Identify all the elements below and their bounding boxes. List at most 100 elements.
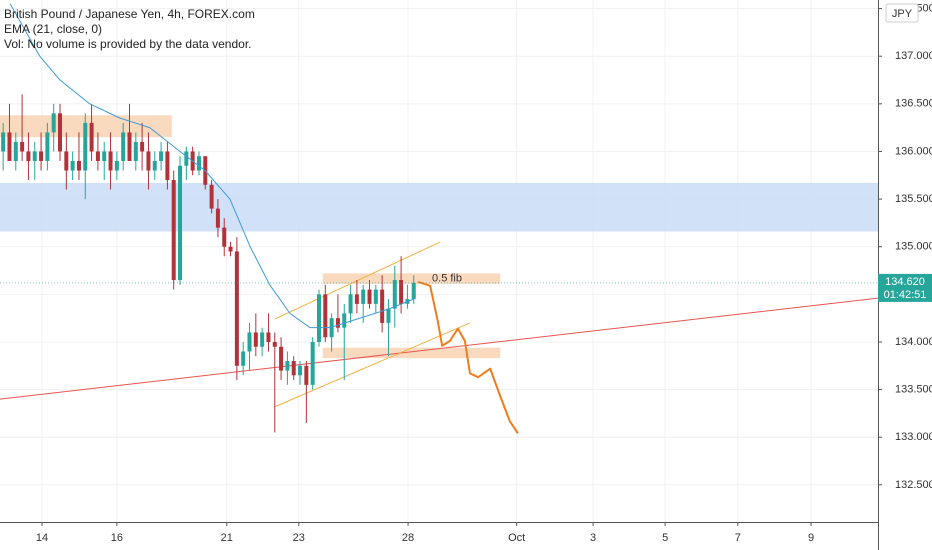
last-price-tag: [878, 273, 932, 302]
candle-body: [76, 160, 81, 171]
x-tick-label: 23: [293, 532, 305, 544]
candle-body: [316, 294, 321, 342]
candle-body: [26, 151, 31, 161]
y-tick-label: 132.500: [895, 479, 932, 491]
currency-badge[interactable]: [885, 3, 919, 23]
candle-body: [228, 246, 233, 252]
x-tick-label: 14: [36, 532, 48, 544]
candle-body: [222, 227, 227, 247]
last-price-label: 134.620: [885, 276, 925, 288]
candle-body: [392, 280, 397, 309]
candle-body: [152, 160, 157, 171]
candle-body: [20, 141, 25, 152]
ema-line: [9, 3, 414, 329]
volume-note: Vol: No volume is provided by the data v…: [4, 37, 251, 51]
candle-body: [386, 308, 391, 323]
candle-body: [209, 184, 214, 209]
trend-line: [274, 322, 471, 408]
y-tick-label: 133.000: [895, 431, 932, 443]
candle-body: [13, 141, 18, 161]
zone: [0, 182, 878, 232]
candle-body: [89, 122, 94, 152]
candle-body: [234, 251, 239, 366]
candle-body: [298, 365, 303, 376]
candle-body: [114, 160, 119, 171]
y-tick-label: 136.000: [895, 145, 932, 157]
candle-body: [1, 132, 6, 152]
x-tick-label: Oct: [508, 532, 525, 544]
plot-area: 0.5 fib: [0, 0, 879, 522]
candle-body: [399, 280, 404, 304]
candle-body: [95, 151, 100, 161]
candle-body: [354, 294, 359, 304]
candle-body: [83, 122, 88, 171]
candle-body: [342, 313, 347, 328]
y-tick-label: 137.000: [895, 50, 932, 62]
candle-body: [32, 151, 37, 161]
candle-body: [127, 132, 132, 161]
candle-body: [121, 132, 126, 161]
candle-body: [260, 332, 265, 347]
candle-body: [215, 208, 220, 228]
indicator-legend: EMA (21, close, 0): [4, 22, 102, 36]
candle-body: [165, 151, 170, 181]
currency[interactable]: JPY: [892, 8, 913, 20]
x-tick-label: 28: [402, 532, 414, 544]
x-tick-label: 7: [735, 532, 741, 544]
x-tick-label: 3: [590, 532, 596, 544]
y-tick-label: 133.500: [895, 384, 932, 396]
y-tick-label: 135.500: [895, 193, 932, 205]
candle-body: [253, 332, 258, 347]
countdown: 01:42:51: [884, 289, 927, 301]
candle-body: [133, 141, 138, 161]
candle-body: [146, 151, 151, 171]
zone: [322, 273, 501, 284]
candle-body: [196, 156, 201, 171]
candle-body: [7, 132, 12, 161]
y-tick-label: 136.500: [895, 98, 932, 110]
candle-body: [241, 351, 246, 366]
candle-body: [45, 132, 50, 161]
candle-body: [367, 289, 372, 304]
candle-body: [323, 294, 328, 338]
y-tick-label: 134.000: [895, 336, 932, 348]
zone: [322, 347, 501, 359]
candle-body: [348, 294, 353, 314]
candle-body: [329, 318, 334, 338]
candle-body: [39, 151, 44, 161]
x-tick-label: 16: [111, 532, 123, 544]
candle-body: [335, 318, 340, 328]
candle-body: [361, 289, 366, 304]
candle-body: [108, 151, 113, 171]
projection-path: [417, 281, 519, 434]
symbol-title: British Pound / Japanese Yen, 4h, FOREX.…: [4, 7, 255, 21]
candle-body: [304, 365, 309, 385]
candle-body: [310, 341, 315, 385]
candle-body: [140, 141, 145, 152]
candle-body: [102, 151, 107, 161]
x-tick-label: 21: [221, 532, 233, 544]
candle-body: [171, 180, 176, 281]
candle-body: [64, 151, 69, 171]
candle-body: [58, 113, 63, 152]
candle-body: [272, 341, 277, 347]
candle-body: [70, 160, 75, 171]
candle-body: [373, 289, 378, 304]
candle-body: [159, 151, 164, 161]
candle-body: [247, 332, 252, 352]
candle-body: [279, 346, 284, 371]
y-tick-label: 135.000: [895, 241, 932, 253]
candle-body: [266, 332, 271, 342]
trend-line: [0, 297, 879, 400]
zone-label: 0.5 fib: [432, 273, 462, 285]
trend-line: [274, 241, 441, 320]
candle-body: [380, 289, 385, 323]
x-tick-label: 5: [662, 532, 668, 544]
candle-body: [285, 361, 290, 371]
candle-body: [184, 151, 189, 166]
candle-body: [178, 165, 183, 281]
x-tick-label: 9: [808, 532, 814, 544]
candle-body: [291, 361, 296, 376]
candle-body: [51, 113, 56, 133]
